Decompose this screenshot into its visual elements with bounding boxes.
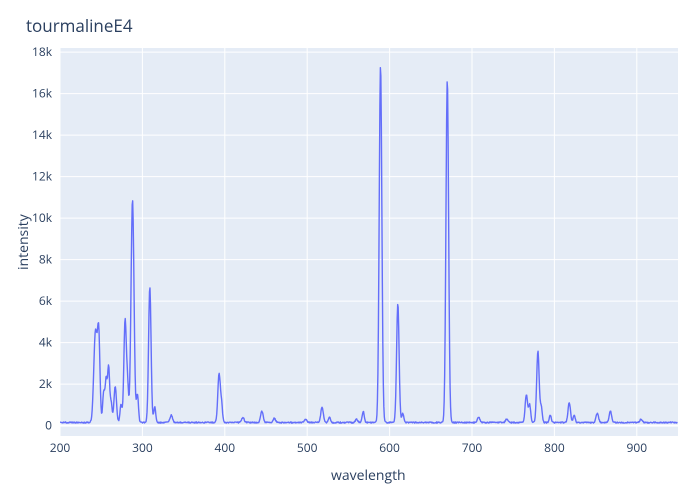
y-axis-title: intensity xyxy=(14,214,33,270)
x-tick-label: 400 xyxy=(215,439,236,456)
y-tick-label: 0 xyxy=(45,417,52,434)
y-tick-label: 14k xyxy=(32,126,53,143)
y-tick-label: 16k xyxy=(32,85,53,102)
y-tick-label: 4k xyxy=(39,334,53,351)
y-tick-label: 10k xyxy=(32,209,53,226)
x-tick-label: 800 xyxy=(544,439,565,456)
plot-svg: 200 300 400 500 600 700 800 900 0 2k 4k 6k 8k 10k 12k 1… xyxy=(0,0,700,500)
x-tick-label: 300 xyxy=(132,439,153,456)
y-tick-label: 2k xyxy=(39,375,53,392)
y-tick-label: 8k xyxy=(39,251,53,268)
x-tick-label: 200 xyxy=(50,439,71,456)
y-tick-label: 12k xyxy=(32,168,53,185)
y-tick-label: 18k xyxy=(32,43,53,60)
x-tick-label: 600 xyxy=(379,439,400,456)
x-tick-label: 900 xyxy=(627,439,648,456)
x-axis-title: wavelength xyxy=(331,466,406,485)
x-tick-label: 500 xyxy=(297,439,318,456)
chart-container: tourmalineE4 20030040050060070080090002k… xyxy=(0,0,700,500)
x-tick-label: 700 xyxy=(462,439,483,456)
y-tick-label: 6k xyxy=(39,292,53,309)
